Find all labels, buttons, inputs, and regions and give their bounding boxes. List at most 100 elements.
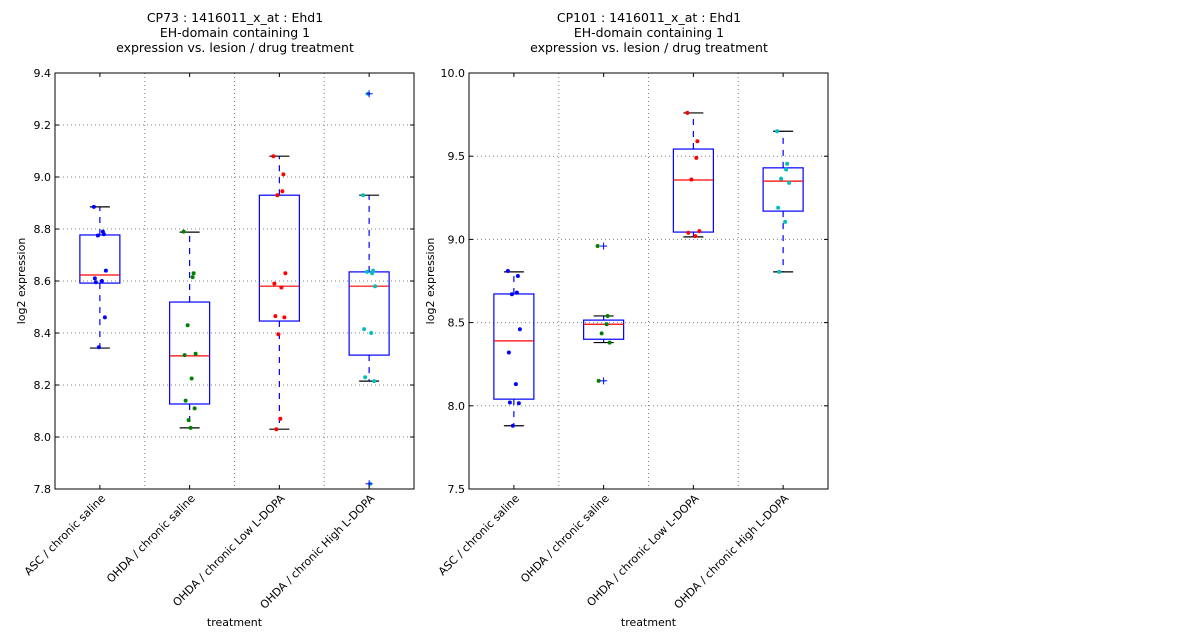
data-point xyxy=(188,425,193,430)
data-point xyxy=(599,331,604,336)
x-tick-label: ASC / chronic saline xyxy=(22,492,108,578)
box-group xyxy=(672,110,714,239)
data-point xyxy=(596,378,601,383)
y-axis-label: log2 expression xyxy=(424,238,437,325)
x-tick-label: OHDA / chronic saline xyxy=(104,492,198,586)
box-iqr xyxy=(762,167,804,212)
data-point xyxy=(92,276,97,281)
data-point xyxy=(361,193,366,198)
data-point xyxy=(276,332,281,337)
data-point xyxy=(506,350,511,355)
data-point xyxy=(785,161,790,166)
data-point xyxy=(507,400,512,405)
data-point xyxy=(784,167,789,172)
y-tick-label: 8.0 xyxy=(448,400,466,413)
chart-title-line: EH-domain containing 1 xyxy=(574,25,724,40)
data-point xyxy=(695,139,700,144)
data-point xyxy=(93,280,98,285)
data-point xyxy=(697,229,702,234)
y-tick-label: 8.0 xyxy=(34,431,52,444)
data-point xyxy=(91,204,96,209)
data-point xyxy=(370,271,375,276)
data-point xyxy=(363,375,368,380)
data-point xyxy=(191,271,196,276)
data-point xyxy=(181,229,186,234)
data-point xyxy=(510,423,515,428)
data-point xyxy=(505,269,510,274)
chart-title-line: expression vs. lesion / drug treatment xyxy=(530,40,768,55)
data-point xyxy=(275,193,280,198)
data-point xyxy=(513,382,518,387)
data-point xyxy=(787,180,792,185)
data-point xyxy=(514,290,519,295)
data-point xyxy=(605,313,610,318)
x-tick-label: ASC / chronic saline xyxy=(436,492,522,578)
data-point xyxy=(373,284,378,289)
y-tick-label: 8.8 xyxy=(34,223,52,236)
data-point xyxy=(274,427,279,432)
data-point xyxy=(271,154,276,159)
data-point xyxy=(775,129,780,134)
box-group xyxy=(79,204,121,350)
box-iqr xyxy=(258,194,300,322)
y-tick-label: 9.0 xyxy=(34,171,52,184)
data-point xyxy=(595,244,600,249)
data-point xyxy=(693,234,698,239)
data-point xyxy=(99,279,104,283)
data-point xyxy=(283,271,288,276)
data-point xyxy=(100,229,105,234)
y-tick-label: 8.2 xyxy=(34,379,52,392)
x-axis-label: treatment xyxy=(621,616,677,629)
chart-title-line: EH-domain containing 1 xyxy=(160,25,310,40)
data-point xyxy=(278,416,283,421)
y-tick-label: 8.5 xyxy=(448,317,466,330)
data-point xyxy=(182,353,187,358)
data-point xyxy=(685,110,690,115)
data-point xyxy=(282,315,287,320)
data-point xyxy=(95,233,100,238)
data-point xyxy=(281,172,286,177)
chart-title-line: expression vs. lesion / drug treatment xyxy=(116,40,354,55)
data-point xyxy=(607,340,612,345)
x-tick-label: OHDA / chronic saline xyxy=(518,492,612,586)
data-point xyxy=(689,177,694,182)
data-point xyxy=(694,155,699,160)
box-group xyxy=(493,269,535,428)
data-point xyxy=(192,406,197,411)
data-point xyxy=(103,268,108,273)
data-point xyxy=(190,275,195,280)
data-point xyxy=(515,274,520,279)
y-tick-label: 9.0 xyxy=(448,233,466,246)
y-tick-label: 8.6 xyxy=(34,275,52,288)
box-group xyxy=(348,90,390,488)
box-iqr xyxy=(583,319,625,340)
box-iqr xyxy=(348,271,390,356)
data-point xyxy=(372,379,377,384)
plot-frame xyxy=(468,72,829,490)
data-point xyxy=(369,331,374,335)
box-iqr xyxy=(493,293,535,400)
y-tick-label: 8.4 xyxy=(34,327,52,340)
data-point xyxy=(779,176,784,181)
y-tick-label: 9.4 xyxy=(34,67,52,80)
data-point xyxy=(186,418,191,423)
box-iqr xyxy=(79,234,121,284)
y-tick-label: 9.5 xyxy=(448,150,466,163)
data-point xyxy=(280,189,285,194)
data-point xyxy=(517,327,522,332)
box-group xyxy=(583,242,625,385)
y-axis-label: log2 expression xyxy=(15,238,28,325)
data-point xyxy=(102,315,107,320)
y-tick-label: 9.2 xyxy=(34,119,52,132)
data-point xyxy=(777,269,782,274)
y-tick-label: 7.5 xyxy=(448,483,466,496)
data-point xyxy=(273,314,278,319)
data-point xyxy=(516,401,521,406)
chart-title-line: CP101 : 1416011_x_at : Ehd1 xyxy=(557,10,741,25)
box-group xyxy=(258,154,300,432)
box-iqr xyxy=(672,148,714,233)
data-point xyxy=(776,205,781,210)
